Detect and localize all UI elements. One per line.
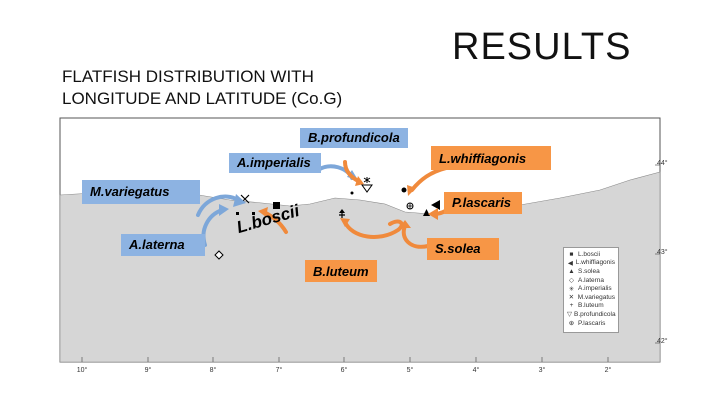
legend-symbol: ✳ (568, 285, 575, 293)
longitude-tick-label: 9° (144, 367, 152, 374)
longitude-tick-label: 2° (604, 367, 612, 374)
label-b-luteum: B.luteum (305, 260, 377, 282)
marker-l-boscii (273, 202, 280, 209)
legend-symbol: ✕ (568, 294, 575, 302)
legend-label: P.lascaris (578, 319, 606, 327)
legend-item: ◇ A.laterna (567, 276, 615, 285)
legend-item: + B.luteum (567, 302, 615, 311)
legend-label: L.whiffiagonis (575, 259, 615, 267)
marker-whiff-point (401, 187, 407, 193)
slide-subtitle: FLATFISH DISTRIBUTION WITH LONGITUDE AND… (62, 66, 342, 110)
legend-label: A.laterna (578, 276, 605, 284)
label-s-solea: S.solea (427, 238, 499, 260)
slide-title: RESULTS (452, 26, 632, 68)
legend-symbol: ◇ (569, 277, 574, 285)
longitude-tick-label: 4° (472, 367, 480, 374)
legend-item: ▽ B.profundicola (567, 310, 616, 319)
label-a-imperialis: A.imperialis (229, 153, 321, 173)
subtitle-line-2: LONGITUDE AND LATITUDE (Co.G) (62, 89, 343, 108)
map-legend: ■ L.boscii ◀ L.whiffiagonis ▲ S.solea ◇ A.later… (563, 247, 619, 333)
label-p-lascaris: P.lascaris (444, 192, 522, 214)
legend-symbol: ▽ (567, 311, 572, 319)
arrow-s-solea (401, 224, 430, 249)
latitude-tick-label: 44° (657, 160, 668, 167)
marker-a-laterna (214, 250, 224, 260)
map-frame-ticks (81, 164, 660, 362)
subtitle-line-1: FLATFISH DISTRIBUTION WITH (62, 67, 314, 86)
marker-l-boscii-3 (252, 212, 255, 215)
legend-label: S.solea (578, 267, 600, 275)
legend-symbol: ■ (569, 250, 574, 258)
legend-item: ◀ L.whiffiagonis (567, 259, 615, 268)
legend-symbol: ▲ (568, 267, 575, 275)
marker-p-lascaris-cross (407, 203, 413, 209)
longitude-tick-label: 7° (275, 367, 283, 374)
marker-a-imperialis (363, 177, 371, 183)
longitude-tick-label: 3° (538, 367, 546, 374)
longitude-tick-label: 6° (340, 367, 348, 374)
legend-label: L.boscii (578, 250, 601, 258)
legend-item: ⊕ P.lascaris (567, 319, 615, 328)
marker-l-whiffiagonis (431, 200, 440, 210)
marker-b-profundicola (361, 184, 373, 193)
legend-symbol: + (569, 302, 574, 310)
marker-misc (350, 191, 354, 195)
label-a-laterna: A.laterna (121, 234, 205, 256)
label-b-profundicola: B.profundicola (300, 128, 408, 148)
label-m-variegatus: M.variegatus (82, 180, 200, 204)
longitude-tick-label: 8° (209, 367, 217, 374)
orange-arrowheads (258, 176, 438, 228)
legend-item: ✳ A.imperialis (567, 284, 615, 293)
latitude-tick-label: 42° (657, 338, 668, 345)
legend-symbol: ⊕ (568, 320, 575, 328)
legend-label: M.variegatus (577, 293, 615, 301)
legend-label: A.imperialis (578, 285, 612, 293)
marker-s-solea (423, 209, 430, 216)
legend-item: ▲ S.solea (567, 267, 615, 276)
marker-b-luteum-tri (339, 209, 345, 213)
latitude-tick-label: 43° (657, 249, 668, 256)
marker-l-boscii-2 (236, 212, 239, 215)
legend-symbol: ◀ (567, 259, 573, 267)
legend-label: B.luteum (578, 302, 604, 310)
label-l-whiffiagonis: L.whiffiagonis (431, 146, 551, 170)
longitude-tick-label: 5° (406, 367, 414, 374)
legend-label: B.profundicola (574, 310, 616, 318)
legend-item: ■ L.boscii (567, 250, 615, 259)
arrow-m-variegatus (196, 194, 240, 217)
legend-item: ✕ M.variegatus (567, 293, 615, 302)
species-markers (214, 177, 440, 260)
longitude-tick-label: 10° (76, 367, 88, 374)
arrow-b-luteum (343, 219, 404, 239)
